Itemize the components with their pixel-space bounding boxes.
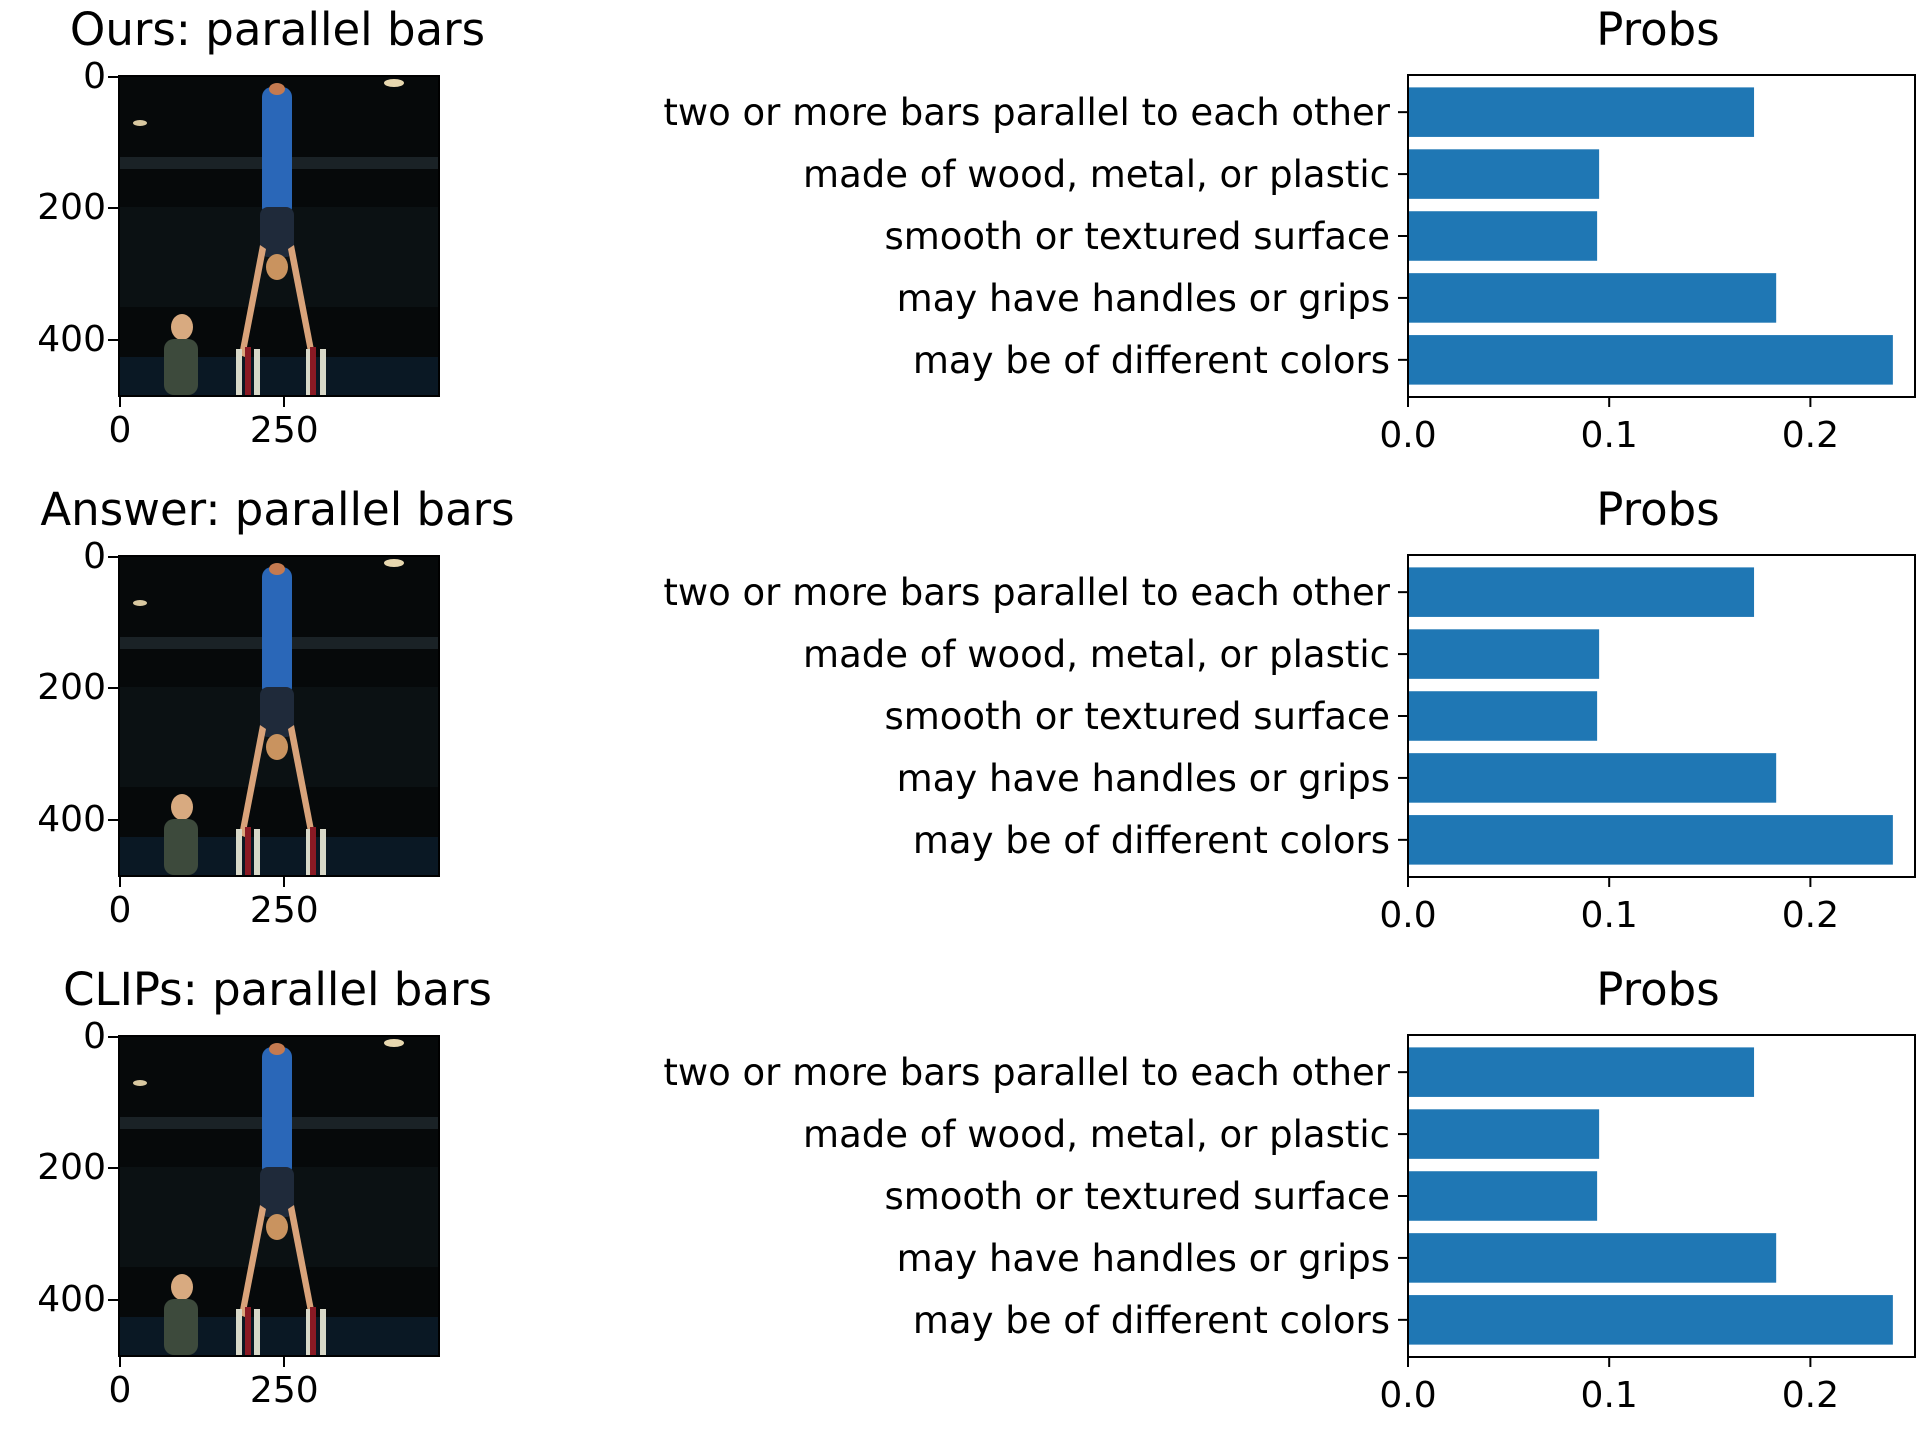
- image-y-tick-mark: [108, 556, 118, 558]
- probs-bar-chart: two or more bars parallel to each other m…: [663, 1034, 1916, 1416]
- category-label: made of wood, metal, or plastic: [803, 153, 1390, 196]
- prob-bar: [1408, 335, 1893, 385]
- category-label: smooth or textured surface: [884, 695, 1390, 738]
- image-x-tick-label: 250: [249, 890, 319, 931]
- image-y-tick-label: 400: [37, 1278, 106, 1320]
- parallel-bars-photo: [120, 1037, 438, 1355]
- chart-title: Probs: [1596, 3, 1720, 56]
- prob-bar: [1408, 691, 1598, 741]
- x-tick-label: 0.0: [1379, 415, 1436, 456]
- category-label: two or more bars parallel to each other: [663, 91, 1390, 134]
- category-label: may have handles or grips: [897, 1237, 1390, 1280]
- x-tick-label: 0.2: [1782, 895, 1839, 936]
- prob-bar: [1408, 753, 1777, 803]
- image-x-tick-label: 250: [249, 1370, 319, 1411]
- parallel-bars-photo: [120, 77, 438, 395]
- category-label: made of wood, metal, or plastic: [803, 1113, 1390, 1156]
- x-tick-label: 0.1: [1581, 415, 1638, 456]
- image-y-tick-mark: [108, 1167, 118, 1170]
- image-y-tick-mark: [108, 687, 118, 690]
- x-tick-label: 0.0: [1379, 1375, 1436, 1416]
- chart-axes-frame: [1407, 554, 1916, 878]
- image-title: Answer: parallel bars: [40, 483, 515, 536]
- chart-axes-frame: [1407, 74, 1916, 398]
- image-y-tick-label: 400: [37, 798, 106, 840]
- gymnast-image: [118, 75, 440, 397]
- image-y-tick-label: 0: [83, 536, 106, 577]
- category-label: may be of different colors: [913, 819, 1390, 862]
- x-tick-label: 0.2: [1782, 415, 1839, 456]
- image-x-tick-mark: [119, 397, 121, 407]
- prob-bar: [1408, 1109, 1600, 1159]
- image-y-tick-mark: [108, 207, 118, 210]
- category-label: may be of different colors: [913, 339, 1390, 382]
- image-y-tick-label: 0: [83, 1016, 106, 1057]
- image-y-tick-mark: [108, 76, 118, 78]
- chart-title: Probs: [1596, 483, 1720, 536]
- prob-bar: [1408, 1047, 1755, 1097]
- x-tick-label: 0.1: [1581, 1375, 1638, 1416]
- chart-axes-frame: [1407, 1034, 1916, 1358]
- category-label: two or more bars parallel to each other: [663, 571, 1390, 614]
- prob-bar: [1408, 815, 1893, 865]
- gymnast-image: [118, 1035, 440, 1357]
- prob-bar: [1408, 273, 1777, 323]
- image-x-tick-mark: [119, 877, 121, 887]
- chart-title: Probs: [1596, 963, 1720, 1016]
- image-y-tick-label: 200: [37, 187, 106, 229]
- prob-bar: [1408, 1233, 1777, 1283]
- image-y-tick-mark: [108, 1036, 118, 1038]
- image-x-tick-mark: [283, 1357, 286, 1367]
- image-x-tick-label: 0: [108, 890, 132, 931]
- prob-bar: [1408, 87, 1755, 137]
- prob-bar: [1408, 567, 1755, 617]
- image-y-tick-mark: [108, 1298, 118, 1301]
- category-label: smooth or textured surface: [884, 215, 1390, 258]
- prob-bar: [1408, 149, 1600, 199]
- image-y-tick-mark: [108, 818, 118, 821]
- image-x-tick-mark: [283, 877, 286, 887]
- image-x-tick-label: 0: [108, 410, 132, 451]
- image-y-tick-label: 0: [83, 56, 106, 97]
- image-y-tick-mark: [108, 338, 118, 341]
- figure-row-1: Ours: parallel bars: [0, 0, 1920, 480]
- probs-bar-chart: two or more bars parallel to each other m…: [663, 554, 1916, 936]
- category-label: may have handles or grips: [897, 277, 1390, 320]
- category-label: smooth or textured surface: [884, 1175, 1390, 1218]
- figure-row-2: Answer: parallel bars: [0, 480, 1920, 960]
- x-tick-label: 0.2: [1782, 1375, 1839, 1416]
- image-x-tick-label: 0: [108, 1370, 132, 1411]
- image-title: CLIPs: parallel bars: [63, 963, 492, 1016]
- category-label: may be of different colors: [913, 1299, 1390, 1342]
- gymnast-image: [118, 555, 440, 877]
- image-y-tick-label: 200: [37, 1147, 106, 1189]
- x-tick-label: 0.0: [1379, 895, 1436, 936]
- category-label: made of wood, metal, or plastic: [803, 633, 1390, 676]
- image-y-tick-label: 400: [37, 318, 106, 360]
- image-y-tick-label: 200: [37, 667, 106, 709]
- prob-bar: [1408, 211, 1598, 261]
- image-x-tick-mark: [283, 397, 286, 407]
- category-label: may have handles or grips: [897, 757, 1390, 800]
- image-x-tick-mark: [119, 1357, 121, 1367]
- image-x-tick-label: 250: [249, 410, 319, 451]
- prob-bar: [1408, 1171, 1598, 1221]
- prob-bar: [1408, 629, 1600, 679]
- probs-bar-chart: two or more bars parallel to each other m…: [663, 74, 1916, 456]
- figure-row-3: CLIPs: parallel bars: [0, 960, 1920, 1440]
- image-title: Ours: parallel bars: [69, 3, 486, 56]
- parallel-bars-photo: [120, 557, 438, 875]
- x-tick-label: 0.1: [1581, 895, 1638, 936]
- prob-bar: [1408, 1295, 1893, 1345]
- category-label: two or more bars parallel to each other: [663, 1051, 1390, 1094]
